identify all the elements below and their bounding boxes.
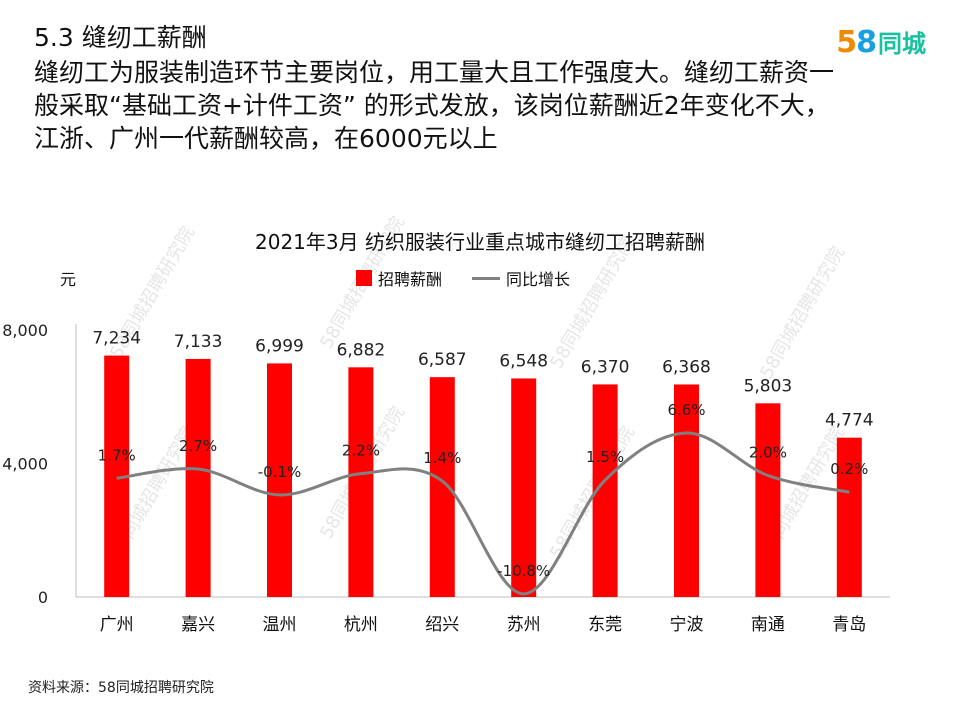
section-title: 5.3 缝纫工薪酬 xyxy=(34,23,207,52)
y-tick-label: 8,000 xyxy=(2,321,48,340)
growth-value-label: 6.6% xyxy=(667,401,705,419)
bar-value-label: 6,368 xyxy=(662,357,711,377)
bar-温州 xyxy=(267,363,292,597)
x-tick-label: 绍兴 xyxy=(425,615,459,635)
bar-value-label: 7,133 xyxy=(174,332,223,352)
bar-南通 xyxy=(755,403,781,597)
growth-value-label: -10.8% xyxy=(497,562,550,580)
legend-item-line: 同比增长 xyxy=(472,266,570,290)
x-tick-label: 南通 xyxy=(751,615,785,635)
bar-宁波 xyxy=(674,384,699,597)
summary-text: 缝纫工为服装制造环节主要岗位，用工量大且工作强度大。缝纫工薪资一般采取“基础工资… xyxy=(34,58,835,153)
legend-line-label: 同比增长 xyxy=(506,270,571,289)
bar-杭州 xyxy=(348,367,374,597)
growth-line xyxy=(116,431,850,596)
legend-bar-label: 招聘薪酬 xyxy=(378,270,443,289)
bar-value-label: 6,548 xyxy=(499,351,548,371)
x-tick-label: 苏州 xyxy=(507,615,541,635)
x-tick-label: 广州 xyxy=(100,615,134,635)
watermark-text: 58同城招聘研究院 xyxy=(546,423,639,562)
legend: 招聘薪酬 同比增长 xyxy=(356,266,600,290)
bar-value-label: 6,882 xyxy=(337,340,386,360)
bar-value-label: 5,803 xyxy=(744,376,793,396)
x-tick-label: 温州 xyxy=(263,615,297,635)
y-tick-label: 4,000 xyxy=(2,455,48,474)
growth-value-label: 1.4% xyxy=(423,449,461,467)
brand-logo: 5 8 同城 xyxy=(836,25,926,60)
y-tick-label: 0 xyxy=(38,588,48,607)
logo-digit-8: 8 xyxy=(856,25,877,60)
bar-嘉兴 xyxy=(185,358,211,597)
header: 5.3 缝纫工薪酬 缝纫工为服装制造环节主要岗位，用工量大且工作强度大。缝纫工薪… xyxy=(34,22,834,155)
y-axis-unit: 元 xyxy=(60,270,77,289)
growth-value-label: 1.7% xyxy=(98,446,136,464)
logo-text: 同城 xyxy=(878,30,926,58)
bar-苏州 xyxy=(511,378,537,597)
bar-青岛 xyxy=(836,437,862,597)
x-tick-label: 东莞 xyxy=(588,615,622,635)
source-note: 资料来源：58同城招聘研究院 xyxy=(28,680,214,696)
x-tick-label: 青岛 xyxy=(832,615,866,635)
growth-value-label: 1.5% xyxy=(586,448,624,466)
logo-digit-5: 5 xyxy=(836,25,857,60)
bar-绍兴 xyxy=(429,377,455,597)
bar-value-label: 6,370 xyxy=(581,357,630,377)
legend-line-swatch xyxy=(472,276,501,280)
bar-value-label: 7,234 xyxy=(92,329,141,349)
bar-value-label: 6,587 xyxy=(418,350,467,370)
chart-title: 2021年3月 纺织服装行业重点城市缝纫工招聘薪酬 xyxy=(255,230,705,254)
bar-value-label: 4,774 xyxy=(825,411,874,431)
legend-item-bar: 招聘薪酬 xyxy=(356,266,442,290)
bar-value-label: 6,999 xyxy=(255,336,304,356)
legend-bar-swatch xyxy=(356,270,372,286)
x-tick-label: 嘉兴 xyxy=(181,615,215,635)
growth-value-label: 2.7% xyxy=(179,437,217,455)
growth-value-label: 0.2% xyxy=(830,460,868,478)
growth-value-label: -0.1% xyxy=(258,463,302,481)
growth-value-label: 2.0% xyxy=(749,444,787,462)
growth-value-label: 2.2% xyxy=(342,442,380,460)
watermark-text: 58同城招聘研究院 xyxy=(756,243,849,382)
x-tick-label: 杭州 xyxy=(344,615,378,635)
x-tick-label: 宁波 xyxy=(670,615,704,635)
